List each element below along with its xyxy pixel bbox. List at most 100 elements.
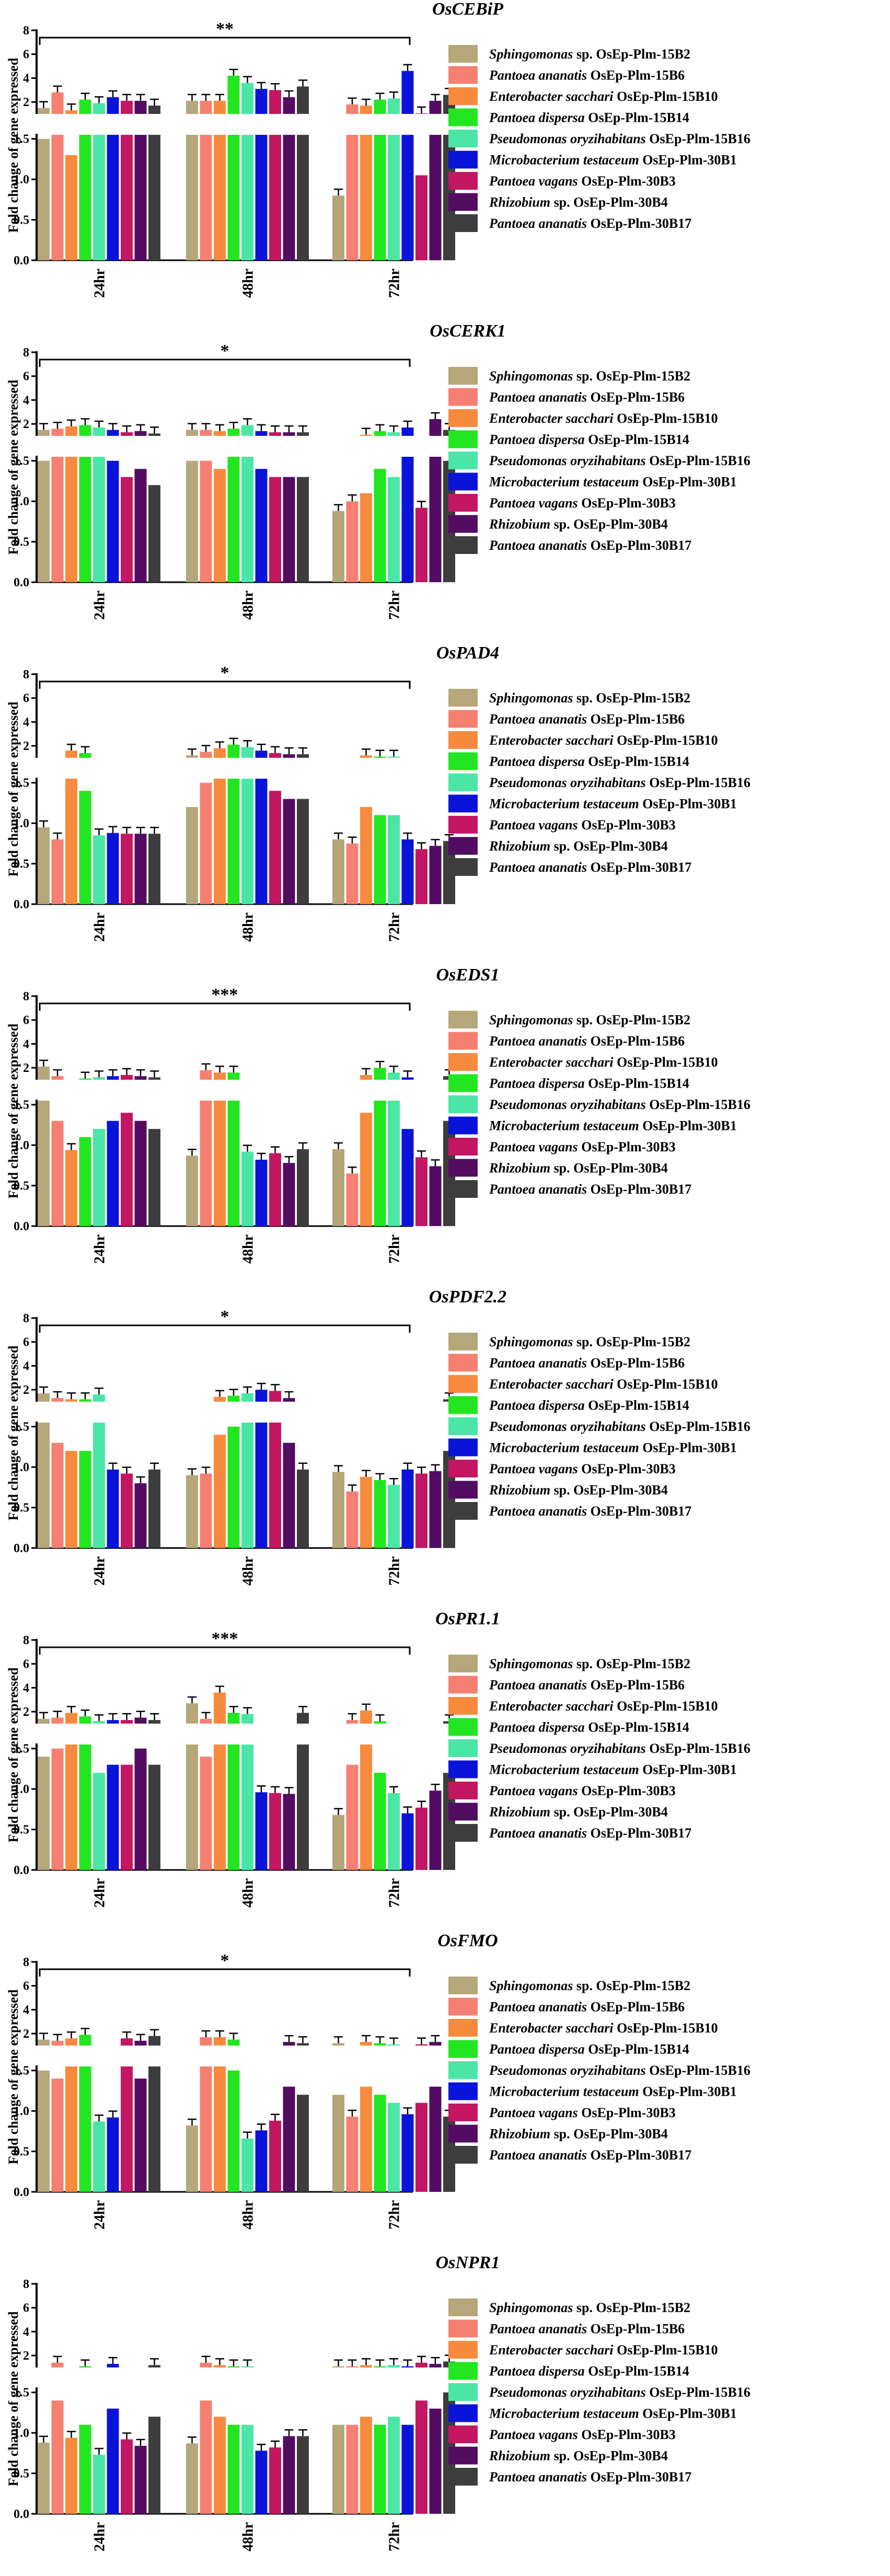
- y-tick-label: 4: [23, 2003, 29, 2017]
- bar-24hr-series-1: [38, 1101, 50, 1226]
- legend-species: Enterobacter sacchari: [489, 411, 614, 426]
- legend-entry-9: Pantoea ananatis OsEp-Plm-30B17: [489, 538, 691, 553]
- bar-24hr-series-7: [121, 834, 133, 904]
- y-tick-label: 1.0: [14, 173, 29, 187]
- bar-72hr-series-5: [388, 1793, 400, 1870]
- legend-swatch-8: [448, 1481, 478, 1499]
- bar-72hr-series-4: [374, 815, 386, 904]
- legend-strain: OsEp-Plm-15B10: [614, 1055, 718, 1070]
- bar-24hr-series-8: [134, 834, 147, 904]
- y-axis-label: Fold change of gene expressed: [6, 1345, 21, 1520]
- bar-72hr-series-2: [346, 2424, 359, 2514]
- legend-species: Sphingomonas: [489, 368, 573, 384]
- bar-48hr-series-9: [297, 799, 309, 904]
- legend-entry-5: Pseudomonas oryzihabitans OsEp-Plm-15B16: [489, 131, 750, 146]
- bar-24hr-series-5: [93, 457, 105, 582]
- legend-strain: OsEp-Plm-15B10: [614, 89, 718, 104]
- legend-strain: OsEp-Plm-30B3: [578, 2105, 676, 2120]
- bar-upper-72hr-series-2: [346, 2366, 359, 2367]
- bar-upper-24hr-series-6: [107, 2364, 119, 2367]
- legend-swatch-7: [448, 816, 478, 834]
- bar-48hr-series-9: [297, 2436, 309, 2514]
- bar-upper-24hr-series-7: [121, 1720, 133, 1724]
- bar-72hr-series-1: [332, 1149, 344, 1226]
- bar-24hr-series-4: [79, 2066, 91, 2192]
- bar-72hr-series-8: [429, 1791, 442, 1870]
- bar-72hr-series-3: [360, 1476, 372, 1548]
- legend-species: Pantoea ananatis: [489, 1182, 587, 1197]
- bar-upper-72hr-series-7: [415, 113, 427, 114]
- bar-24hr-series-3: [65, 1451, 77, 1548]
- legend-swatch-6: [448, 1116, 478, 1135]
- legend-species: Rhizobium: [489, 2448, 550, 2464]
- bar-upper-48hr-series-5: [241, 83, 253, 114]
- bar-upper-24hr-series-2: [51, 2040, 64, 2046]
- legend-strain: OsEp-Plm-15B14: [585, 2042, 689, 2057]
- legend-species: Pantoea vagans: [489, 1139, 578, 1154]
- legend-strain: OsEp-Plm-15B14: [585, 754, 689, 769]
- significance-bracket: [39, 1324, 411, 1333]
- legend-swatch-9: [448, 536, 478, 554]
- significance-label: *: [221, 663, 229, 683]
- x-tick-label: 72hr: [386, 2522, 402, 2551]
- legend-strain: OsEp-Plm-30B3: [578, 174, 676, 189]
- y-tick-label: 1.5: [14, 1742, 29, 1756]
- bar-72hr-series-7: [415, 2400, 427, 2514]
- y-tick-label: 8: [23, 990, 29, 1003]
- bar-48hr-series-5: [241, 2138, 253, 2192]
- bar-24hr-series-2: [51, 2400, 64, 2514]
- legend-species: Pseudomonas oryzihabitans: [489, 2063, 646, 2078]
- bar-48hr-series-6: [255, 1423, 268, 1548]
- bar-72hr-series-4: [374, 469, 386, 582]
- bar-48hr-series-8: [283, 477, 295, 582]
- legend-species: Microbacterium testaceum: [489, 475, 639, 490]
- bar-upper-48hr-series-3: [214, 748, 226, 758]
- bar-48hr-series-4: [227, 1426, 240, 1548]
- y-tick-label: 6: [23, 1658, 29, 1671]
- bar-48hr-series-1: [186, 1156, 198, 1226]
- legend-strain: sp. OsEp-Plm-15B2: [573, 1656, 690, 1671]
- legend-swatch-1: [448, 367, 478, 385]
- bar-72hr-series-1: [332, 2424, 344, 2514]
- bar-upper-24hr-series-3: [65, 750, 77, 758]
- y-tick-label: 2: [23, 418, 29, 431]
- legend-entry-8: Rhizobium sp. OsEp-Plm-30B4: [489, 2127, 668, 2142]
- bar-72hr-series-4: [374, 2424, 386, 2514]
- bar-24hr-series-5: [93, 1423, 105, 1548]
- bar-24hr-series-4: [79, 1137, 91, 1226]
- bar-upper-48hr-series-5: [241, 1393, 253, 1402]
- y-tick-label: 6: [23, 1336, 29, 1349]
- legend-entry-8: Rhizobium sp. OsEp-Plm-30B4: [489, 2448, 668, 2464]
- chart-title: OsPDF2.2: [429, 1287, 506, 1307]
- legend-strain: sp. OsEp-Plm-15B2: [573, 47, 690, 62]
- bar-48hr-series-7: [269, 477, 281, 582]
- y-tick-label: 6: [23, 48, 29, 62]
- bar-upper-72hr-series-1: [332, 2043, 344, 2046]
- significance-label: *: [221, 1951, 229, 1970]
- bar-upper-72hr-series-6: [401, 428, 414, 436]
- bar-upper-24hr-series-3: [65, 1399, 77, 1402]
- bar-upper-48hr-series-4: [227, 1395, 240, 1402]
- x-tick-label: 48hr: [240, 1878, 256, 1908]
- bar-upper-48hr-series-6: [255, 1390, 268, 1402]
- chart-title: OsFMO: [437, 1931, 498, 1950]
- bar-72hr-series-4: [374, 2095, 386, 2192]
- legend-strain: OsEp-Plm-15B6: [587, 2321, 685, 2337]
- legend-entry-2: Pantoea ananatis OsEp-Plm-15B6: [489, 68, 685, 83]
- legend-entry-7: Pantoea vagans OsEp-Plm-30B3: [489, 174, 676, 189]
- bar-upper-24hr-series-7: [121, 432, 133, 436]
- bar-upper-48hr-series-8: [283, 754, 295, 758]
- bar-48hr-series-1: [186, 807, 198, 904]
- legend-entry-6: Microbacterium testaceum OsEp-Plm-30B1: [489, 1762, 737, 1777]
- legend-swatch-2: [448, 1997, 478, 2016]
- bar-upper-72hr-series-4: [374, 99, 386, 114]
- y-tick-label: 0.0: [14, 2186, 29, 2199]
- bar-24hr-series-2: [51, 1442, 64, 1548]
- legend-swatch-2: [448, 66, 478, 84]
- legend-strain: OsEp-Plm-30B1: [639, 475, 737, 490]
- legend-species: Pantoea ananatis: [489, 538, 587, 553]
- x-tick-label: 48hr: [240, 591, 256, 620]
- legend-species: Pantoea ananatis: [489, 712, 587, 727]
- bar-upper-24hr-series-2: [51, 92, 64, 114]
- bar-48hr-series-9: [297, 1469, 309, 1548]
